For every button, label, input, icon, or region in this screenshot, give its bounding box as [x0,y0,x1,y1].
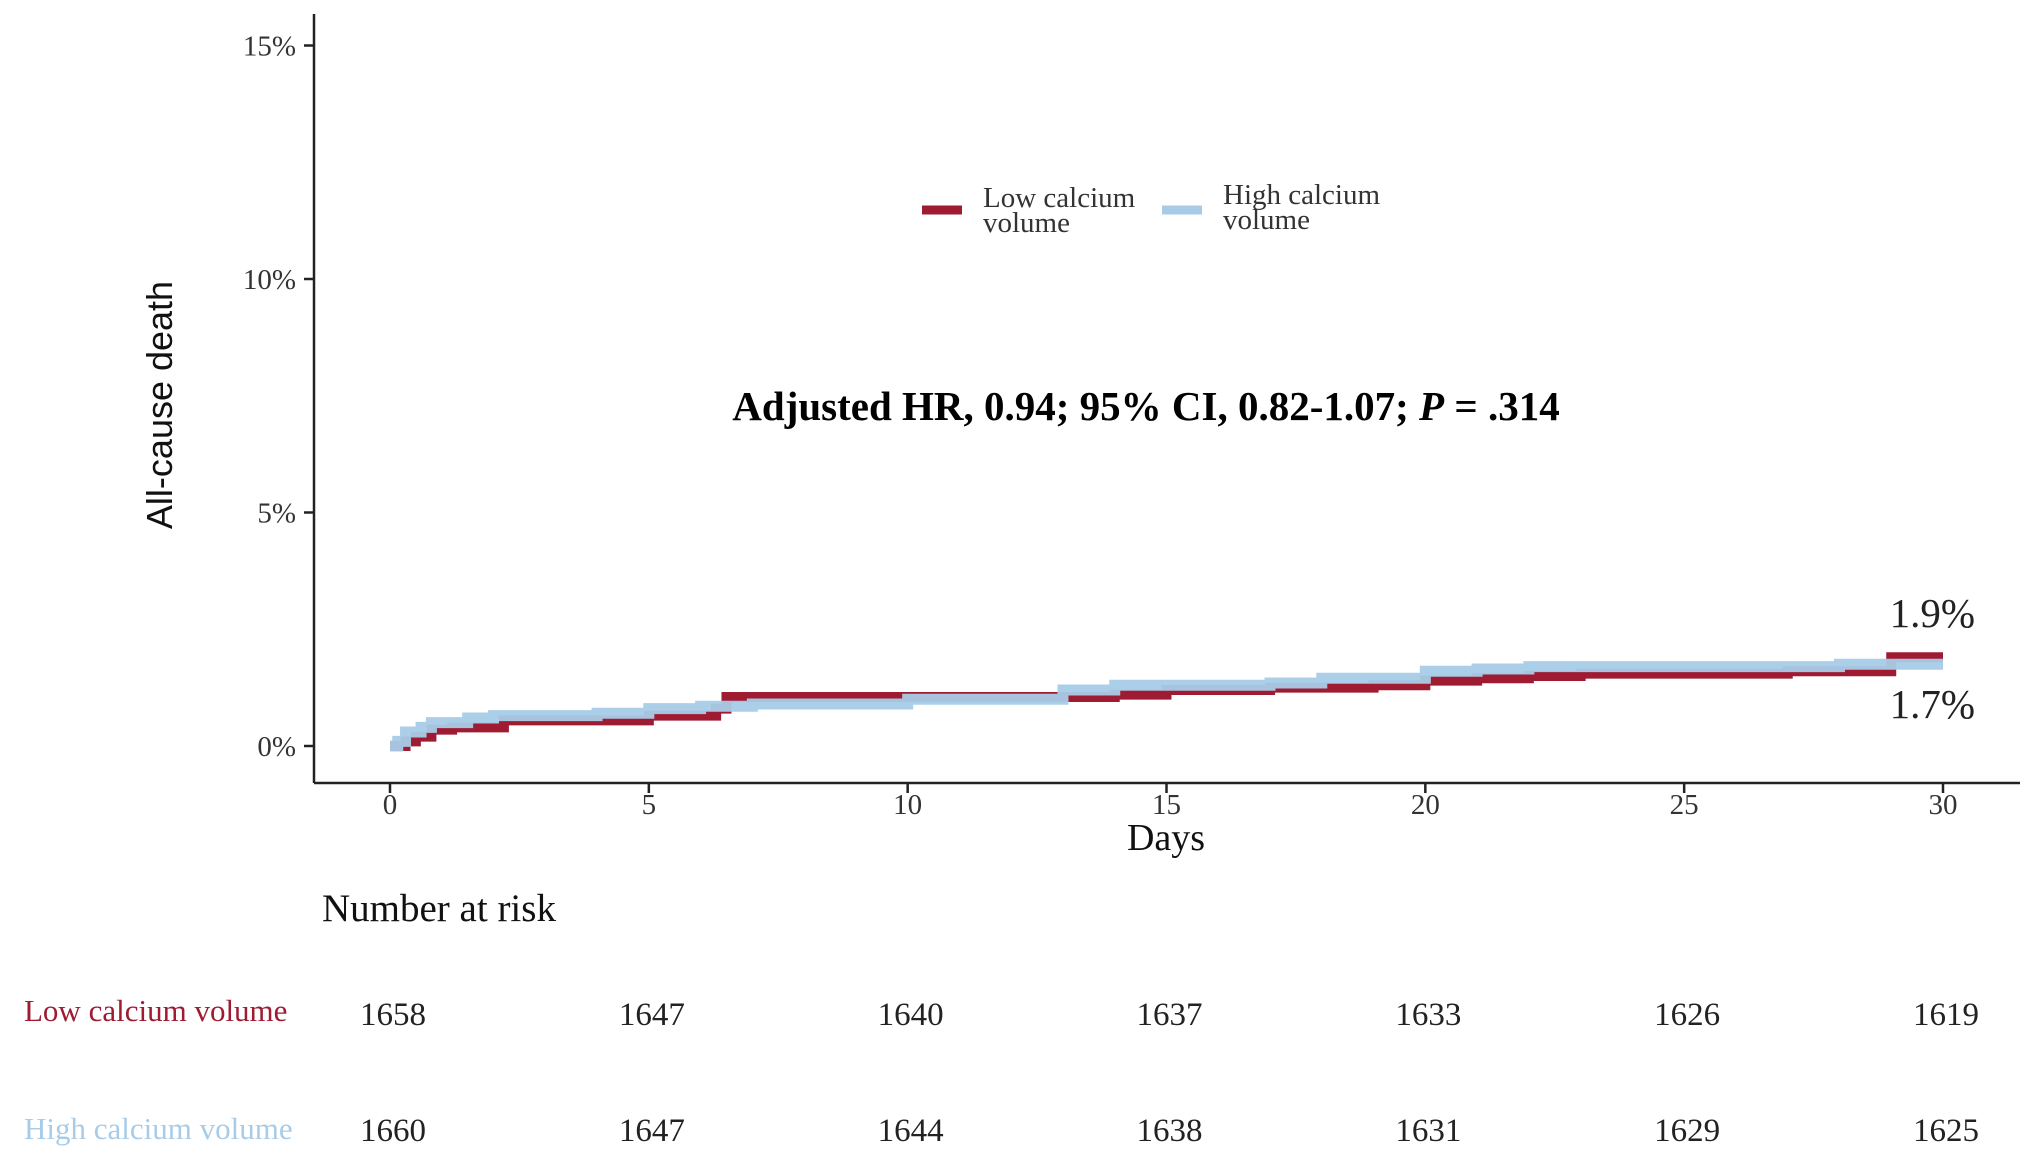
legend-label-low-line2: volume [983,207,1070,239]
risk-cell: 1638 [1137,1113,1203,1149]
x-tick-label: 20 [1411,789,1440,821]
x-tick-label: 10 [893,789,922,821]
risk-cell: 1625 [1913,1113,1979,1149]
series-line-high-calcium [390,658,1943,752]
risk-cell: 1629 [1654,1113,1720,1149]
x-tick-label: 15 [1152,789,1181,821]
y-ticks: 0% 5% 10% 15% [243,31,314,763]
annotation-prefix: Adjusted HR, 0.94; 95% CI, 0.82-1.07; [732,383,1419,429]
annotation-p-italic: P [1418,383,1445,429]
y-tick-label: 5% [257,498,296,530]
risk-row-label: Low calcium volume [24,993,287,1028]
y-tick-label: 10% [243,264,296,296]
series-layer [390,652,1943,752]
end-labels: 1.9% 1.7% [1890,590,1975,727]
end-label-high-calcium: 1.7% [1890,681,1975,727]
risk-cell: 1644 [878,1113,944,1149]
risk-cell: 1640 [878,997,944,1033]
end-label-low-calcium: 1.9% [1890,590,1975,636]
x-tick-label: 30 [1929,789,1958,821]
x-tick-label: 25 [1670,789,1699,821]
risk-cell: 1619 [1913,997,1979,1033]
risk-cell: 1647 [619,997,685,1033]
risk-cell: 1637 [1137,997,1203,1033]
legend-label-high-line1: High calcium [1223,179,1380,211]
risk-cell: 1631 [1395,1113,1461,1149]
risk-row-label: High calcium volume [24,1111,293,1146]
risk-cell: 1658 [360,997,426,1033]
legend-label-high-line2: volume [1223,204,1310,236]
risk-cell: 1660 [360,1113,426,1149]
x-tick-label: 5 [642,789,657,821]
y-tick-label: 0% [257,731,296,763]
risk-cell: 1647 [619,1113,685,1149]
y-axis-label: All-cause death [139,281,180,529]
legend-label-low-line1: Low calcium [983,182,1136,214]
risk-table-title: Number at risk [322,887,556,930]
y-tick-label: 15% [243,31,296,63]
x-ticks: 0 5 10 15 20 25 30 [383,783,1958,821]
risk-table: Low calcium volume 1658 1647 1640 1637 1633 16… [24,993,1979,1149]
risk-cell: 1633 [1395,997,1461,1033]
legend: Low calcium volume High calcium volume [922,179,1380,239]
hazard-ratio-annotation: Adjusted HR, 0.94; 95% CI, 0.82-1.07; P … [732,383,1559,429]
risk-cell: 1626 [1654,997,1720,1033]
annotation-suffix: = .314 [1444,383,1560,429]
x-tick-label: 0 [383,789,398,821]
x-axis-label: Days [1127,817,1205,859]
